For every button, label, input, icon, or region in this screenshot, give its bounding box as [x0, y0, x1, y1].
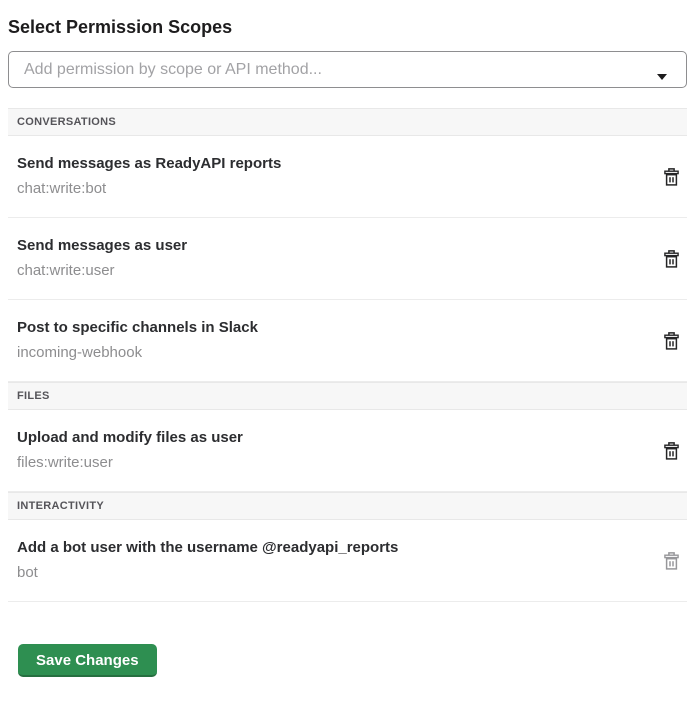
scope-text: Send messages as user chat:write:user	[17, 237, 187, 280]
scope-text: Send messages as ReadyAPI reports chat:w…	[17, 155, 281, 198]
section-header: CONVERSATIONS	[8, 108, 687, 136]
trash-icon	[664, 331, 679, 353]
section-header-label: CONVERSATIONS	[17, 116, 117, 128]
save-button[interactable]: Save Changes	[18, 644, 157, 677]
trash-icon	[664, 167, 679, 189]
scope-name: Add a bot user with the username @readya…	[17, 539, 399, 556]
page-title: Select Permission Scopes	[8, 17, 233, 37]
scope-row: Send messages as ReadyAPI reports chat:w…	[8, 136, 687, 218]
trash-icon	[664, 249, 679, 271]
scope-text: Post to specific channels in Slack incom…	[17, 319, 258, 362]
scope-name: Send messages as user	[17, 237, 188, 254]
scope-name: Upload and modify files as user	[17, 429, 243, 446]
section-header-label: FILES	[17, 390, 50, 402]
scope-id: incoming-webhook	[17, 344, 143, 361]
scope-id: bot	[17, 564, 38, 581]
scope-text: Add a bot user with the username @readya…	[17, 539, 398, 582]
caret-down-icon[interactable]	[657, 67, 667, 80]
scope-row: Post to specific channels in Slack incom…	[8, 300, 687, 382]
scope-list: CONVERSATIONS Send messages as ReadyAPI …	[8, 108, 687, 602]
scope-search-input[interactable]	[8, 51, 687, 88]
trash-icon	[664, 551, 679, 573]
section-header: INTERACTIVITY	[8, 492, 687, 520]
scope-row: Send messages as user chat:write:user	[8, 218, 687, 300]
delete-scope-button	[662, 550, 681, 572]
scope-text: Upload and modify files as user files:wr…	[17, 429, 243, 472]
delete-scope-button[interactable]	[662, 248, 681, 270]
permission-scopes-panel: Select Permission Scopes CONVERSATIONS S…	[0, 16, 695, 677]
scope-name: Post to specific channels in Slack	[17, 319, 258, 336]
scope-id: chat:write:user	[17, 262, 115, 279]
delete-scope-button[interactable]	[662, 440, 681, 462]
section-header: FILES	[8, 382, 687, 410]
trash-icon	[664, 441, 679, 463]
delete-scope-button[interactable]	[662, 166, 681, 188]
delete-scope-button[interactable]	[662, 330, 681, 352]
scope-id: files:write:user	[17, 454, 113, 471]
scope-row: Add a bot user with the username @readya…	[8, 520, 687, 602]
section-header-label: INTERACTIVITY	[17, 500, 105, 512]
scope-name: Send messages as ReadyAPI reports	[17, 155, 282, 172]
scope-id: chat:write:bot	[17, 180, 107, 197]
scope-search-combobox	[8, 51, 687, 88]
scope-row: Upload and modify files as user files:wr…	[8, 410, 687, 492]
